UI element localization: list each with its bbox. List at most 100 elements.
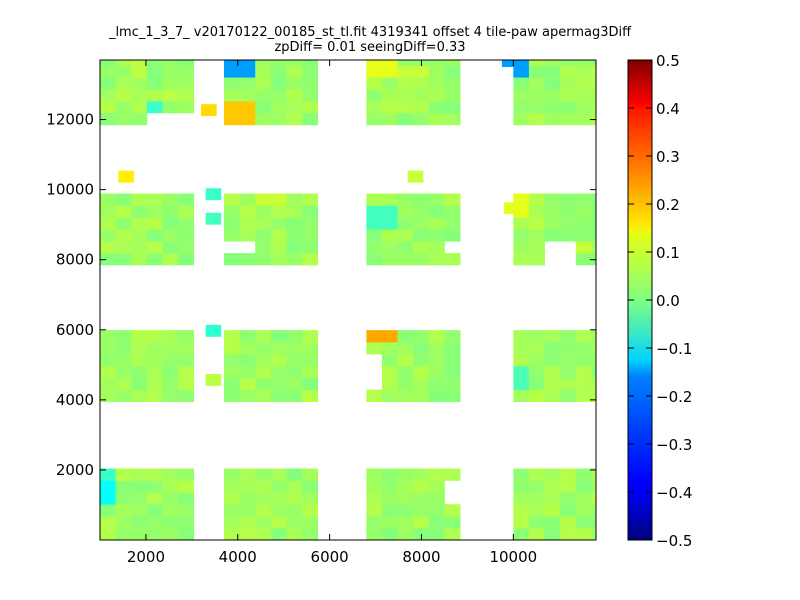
heatmap-cell [397,89,414,102]
heatmap-cell [302,205,319,218]
heatmap-cell [286,229,303,242]
heatmap-cell [591,65,596,78]
heatmap-cell [100,330,117,343]
heatmap-cell [100,89,117,102]
heatmap-cell [255,342,272,355]
heatmap-cell [270,516,287,529]
heatmap-cell [115,253,132,266]
heatmap-cell [239,492,256,505]
heatmap-cell [302,480,319,493]
heatmap-cell [178,229,195,242]
heatmap-cell [224,528,241,540]
heatmap-cell [575,229,592,242]
heatmap-cell [286,516,303,529]
heatmap-cell [302,229,319,242]
heatmap-cell [428,480,445,493]
heatmap-cell [162,60,179,66]
heatmap-cell [255,330,272,343]
heatmap-cell [115,353,132,367]
heatmap-cell [162,528,179,540]
heatmap-cell [239,77,256,90]
heatmap-cell [560,65,577,78]
heatmap-cell [239,480,256,493]
heatmap-cell [428,492,445,505]
heatmap-cell [286,241,303,254]
heatmap-cell [575,516,592,529]
heatmap-cell [270,112,287,126]
heatmap-cell [286,253,303,266]
heatmap-cell [146,330,163,343]
heatmap-cell [381,365,398,379]
heatmap-cell [413,205,430,218]
heatmap-cell [270,65,287,78]
heatmap-cell [366,112,383,126]
heatmap-cell [560,229,577,242]
heatmap-cell [513,217,530,230]
heatmap-cell [591,330,596,343]
heatmap-cell [146,77,163,90]
heatmap-cell [100,241,117,254]
heatmap-cell [239,468,256,481]
heatmap-cell [255,353,272,367]
heatmap-cell [131,504,148,517]
heatmap-cell [544,342,561,355]
heatmap-cell [591,229,596,242]
heatmap-cell [146,60,163,66]
heatmap-cell [366,217,383,230]
heatmap-cell [146,217,163,230]
heatmap-cell [544,492,561,505]
heatmap-cell [270,89,287,102]
heatmap-cell [224,516,241,529]
heatmap-cell [100,342,117,355]
heatmap-cell [131,528,148,540]
heatmap-cell [115,330,132,343]
heatmap-cell [255,528,272,540]
heatmap-cell [366,253,383,266]
heatmap-cell [413,342,430,355]
heatmap-cell [201,104,217,117]
heatmap-cell [591,205,596,218]
heatmap-cell [286,217,303,230]
heatmap-cell [544,330,561,343]
heatmap-cell [162,330,179,343]
heatmap-cell [413,377,430,391]
heatmap-cell [146,241,163,254]
heatmap-cell [302,365,319,379]
heatmap-cell [178,504,195,517]
heatmap-cell [270,377,287,391]
heatmap-cell [131,89,148,102]
heatmap-cell [366,193,383,206]
heatmap-cell [397,217,414,230]
heatmap-cell [115,342,132,355]
heatmap-cell [366,241,383,254]
heatmap-cell [381,77,398,90]
heatmap-cell [115,112,132,126]
heatmap-cell [397,492,414,505]
heatmap-cell [178,516,195,529]
heatmap-cell [591,492,596,505]
heatmap-cell [381,205,398,218]
heatmap-cell [146,65,163,78]
heatmap-cell [366,229,383,242]
heatmap-cell [100,480,117,493]
heatmap-cell [544,77,561,90]
heatmap-cell [115,193,132,206]
heatmap-cell [381,217,398,230]
heatmap-cell [575,253,592,266]
colorbar-tick-label: −0.3 [656,436,692,454]
heatmap-cell [513,60,530,66]
heatmap-cell [381,65,398,78]
heatmap-cell [100,377,117,391]
heatmap-cell [286,377,303,391]
heatmap-cell [100,528,117,540]
heatmap-cell [513,516,530,529]
heatmap-cell [591,241,596,254]
heatmap-cell [428,193,445,206]
heatmap-cell [255,365,272,379]
heatmap-cell [444,65,461,78]
heatmap-cell [560,217,577,230]
heatmap-cell [239,528,256,540]
heatmap-cell [270,229,287,242]
heatmap-cell [302,516,319,529]
heatmap-cell [162,65,179,78]
